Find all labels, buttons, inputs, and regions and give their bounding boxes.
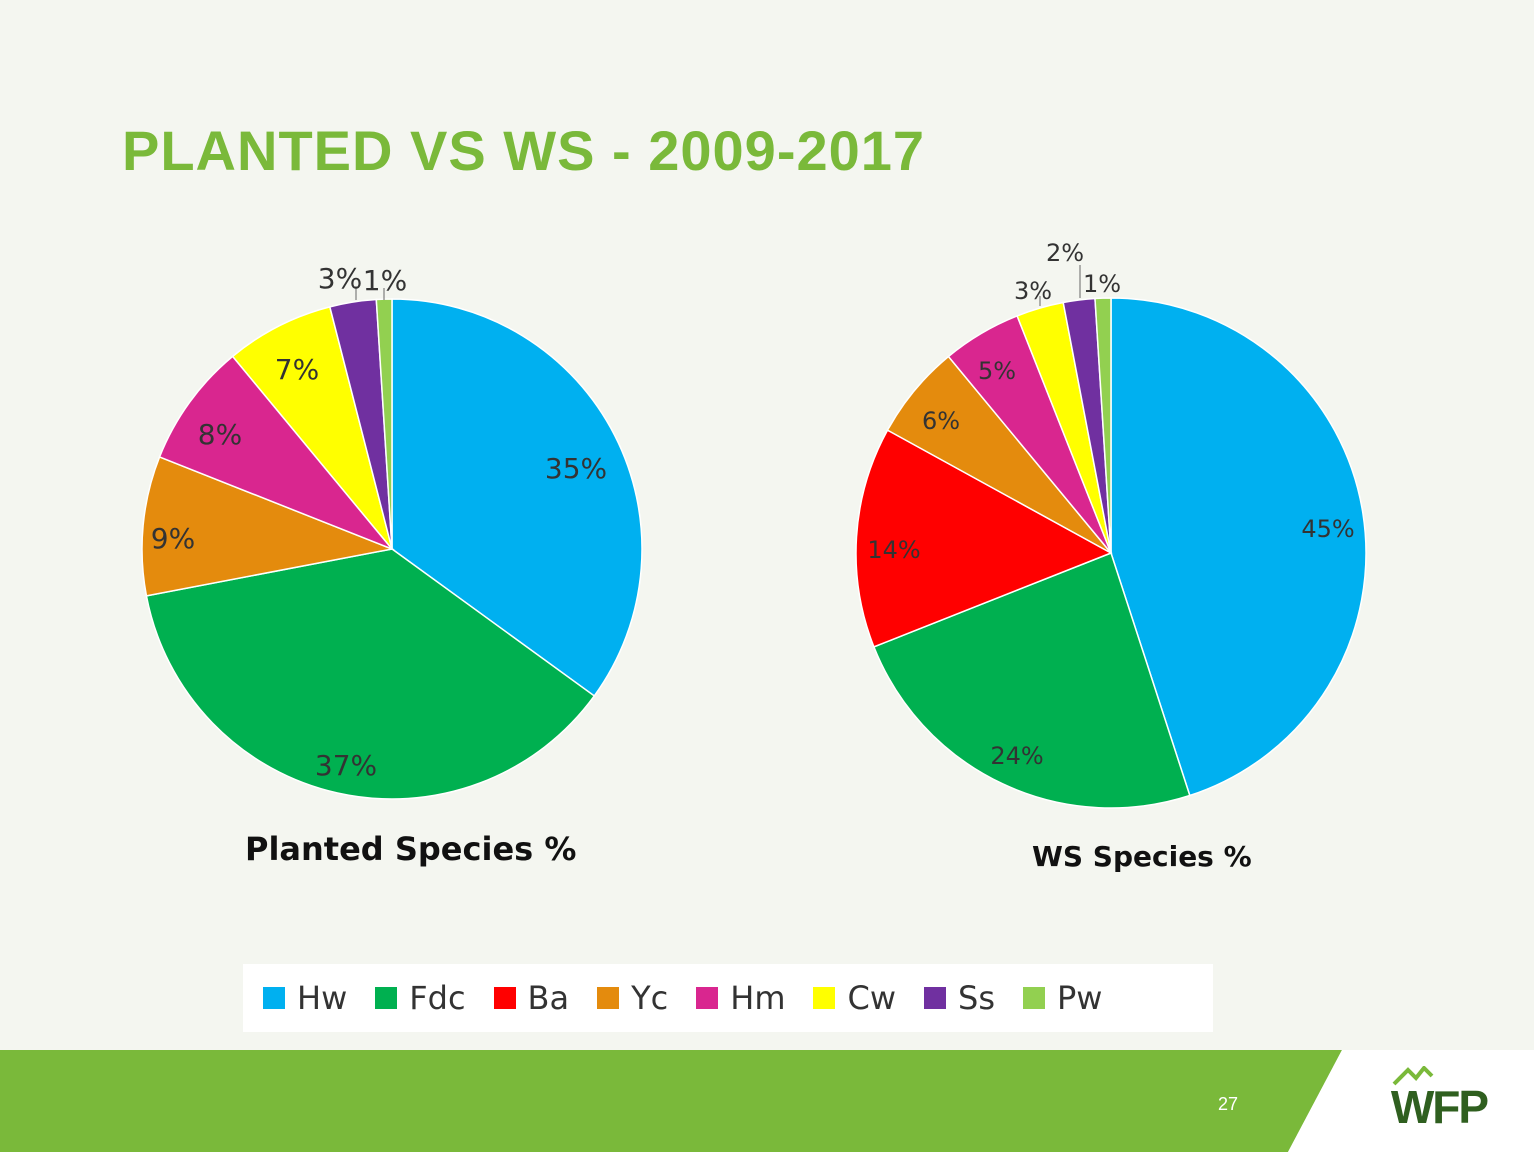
wfp-logo: WFP — [1384, 1065, 1494, 1138]
legend-item-cw: Cw — [813, 979, 896, 1017]
legend-label: Hm — [730, 979, 786, 1017]
data-label-hm: 8% — [198, 418, 242, 451]
legend-item-hw: Hw — [263, 979, 347, 1017]
page-number: 27 — [1218, 1094, 1239, 1114]
pie-slice-hw — [1110, 297, 1367, 797]
data-label-hw: 35% — [545, 452, 607, 485]
chart-legend: Hw Fdc Ba Yc Hm Cw Ss Pw — [243, 964, 1213, 1032]
data-label-hm: 5% — [978, 357, 1016, 385]
data-label-fdc: 37% — [315, 749, 377, 782]
legend-swatch — [493, 987, 516, 1009]
pie-slice-pw — [1094, 297, 1112, 554]
legend-label: Fdc — [409, 979, 466, 1017]
footer-white-corner — [1288, 1050, 1534, 1152]
legend-item-ss: Ss — [924, 979, 995, 1017]
planted-chart-title: Planted Species % — [245, 830, 577, 868]
slide-title: PLANTED VS WS - 2009-2017 — [122, 119, 926, 182]
ws-chart-title: WS Species % — [1032, 840, 1252, 873]
legend-swatch — [1022, 987, 1045, 1009]
legend-label: Cw — [847, 979, 896, 1017]
legend-swatch — [263, 987, 285, 1009]
legend-item-pw: Pw — [1022, 979, 1103, 1017]
data-label-ss: 2% — [1046, 239, 1084, 267]
legend-swatch — [597, 987, 620, 1009]
legend-label: Yc — [631, 979, 669, 1017]
data-label-fdc: 24% — [990, 742, 1043, 770]
legend-item-yc: Yc — [597, 979, 668, 1017]
pie-slice-hm — [158, 355, 393, 550]
legend-item-ba: Ba — [493, 979, 570, 1017]
footer-band — [0, 1050, 1534, 1152]
data-label-cw: 3% — [1014, 277, 1052, 305]
pie-slice-hw — [391, 298, 643, 697]
legend-swatch — [813, 987, 836, 1009]
data-label-yc: 9% — [151, 522, 195, 555]
data-label-ss: 3% — [318, 262, 362, 295]
pie-slice-ba — [855, 429, 1113, 648]
legend-item-hm: Hm — [696, 979, 785, 1017]
legend-label: Ss — [958, 979, 995, 1017]
data-label-yc: 6% — [922, 407, 960, 435]
data-label-pw: 1% — [1083, 270, 1121, 298]
logo-text: WFP — [1390, 1081, 1489, 1133]
legend-swatch — [924, 987, 946, 1009]
data-label-cw: 7% — [275, 353, 319, 386]
legend-item-fdc: Fdc — [375, 979, 466, 1017]
footer-green-band — [0, 1050, 1342, 1152]
pie-slice-cw — [231, 305, 393, 550]
logo-mark-icon — [1392, 1065, 1434, 1086]
pie-slice-yc — [141, 455, 395, 597]
legend-swatch — [375, 987, 398, 1009]
legend-label: Hw — [297, 979, 348, 1017]
pie-slice-fdc — [145, 548, 596, 800]
legend-label: Pw — [1056, 979, 1103, 1017]
pie-slice-fdc — [872, 552, 1191, 809]
data-label-hw: 45% — [1301, 515, 1354, 543]
data-label-ba: 14% — [867, 536, 920, 564]
legend-label: Ba — [527, 979, 570, 1017]
legend-swatch — [696, 987, 719, 1009]
data-label-pw: 1% — [363, 264, 407, 297]
